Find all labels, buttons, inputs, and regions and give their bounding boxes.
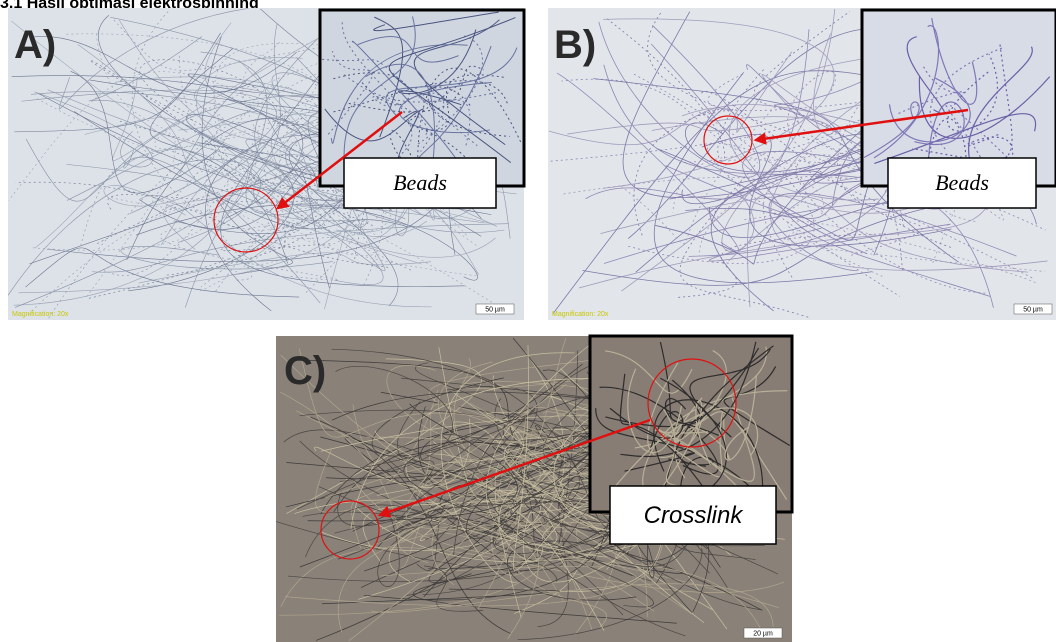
scale-bar-label: 50 µm [485, 307, 505, 314]
annotation: Crosslink [644, 502, 745, 529]
panel-label: B) [554, 23, 596, 67]
magnification: Magnification: 20x [552, 311, 609, 318]
scale-bar-label: 50 µm [1023, 307, 1043, 314]
annotation: Beads [393, 170, 447, 195]
annotation: Beads [935, 170, 989, 195]
magnification: Magnification: 20x [12, 311, 69, 318]
panel-label: A) [14, 23, 56, 67]
figure: 3.1 Hasil optimasi elektrospinning A) B)… [0, 0, 1056, 642]
panel-label: C) [284, 349, 326, 393]
scale-bar-label: 20 µm [753, 631, 773, 638]
